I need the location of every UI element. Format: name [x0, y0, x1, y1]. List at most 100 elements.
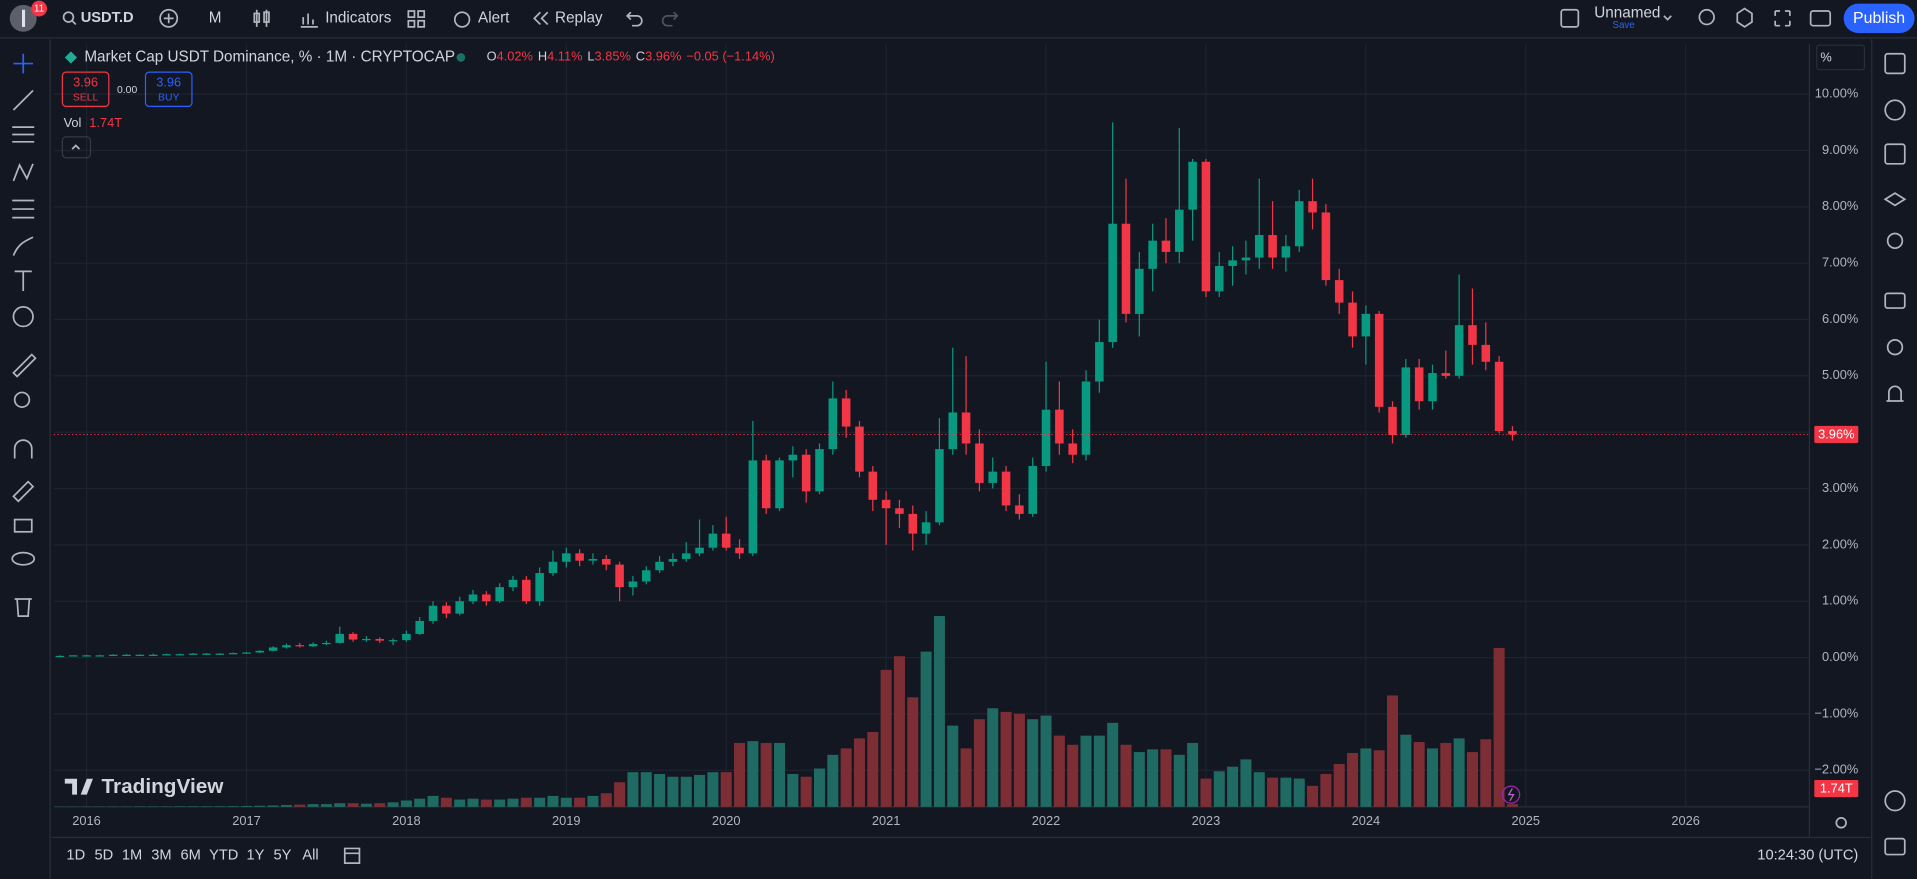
lock[interactable] [13, 518, 33, 533]
layout-menu[interactable] [1663, 15, 1672, 21]
pattern-tool[interactable] [12, 163, 34, 182]
save[interactable]: Save [1612, 20, 1634, 31]
volume-bar [320, 804, 332, 807]
volume-bar [1506, 804, 1518, 807]
candle-body [1281, 246, 1291, 258]
emoji[interactable] [12, 305, 34, 328]
sell-button[interactable] [61, 71, 110, 107]
candle-body [108, 654, 118, 656]
alert-icon[interactable] [453, 11, 471, 28]
buy-button[interactable] [144, 71, 193, 107]
news[interactable] [1884, 143, 1906, 165]
templates[interactable] [407, 10, 426, 28]
volume-bar [480, 799, 492, 807]
dom[interactable] [1884, 790, 1906, 812]
redo[interactable] [661, 11, 679, 27]
range-button[interactable]: 5D [95, 848, 114, 864]
candle-body [55, 655, 65, 658]
sell-price[interactable]: 3.96 [73, 75, 98, 90]
volume-name: Vol [64, 115, 82, 130]
badge [31, 0, 48, 17]
replay[interactable]: Replay [555, 9, 603, 26]
scale-mode[interactable]: % [1820, 49, 1831, 64]
settings[interactable] [1736, 7, 1753, 28]
interval[interactable]: M [209, 9, 222, 26]
indicators[interactable]: Indicators [325, 9, 392, 26]
volume-tag [1814, 779, 1859, 798]
fib-tool[interactable] [12, 126, 35, 143]
candle-body [1188, 161, 1197, 210]
brush[interactable] [12, 236, 34, 256]
candle-body [908, 513, 918, 534]
indicators-icon[interactable] [300, 13, 318, 28]
volume-bar [840, 748, 852, 807]
range-button[interactable]: All [302, 848, 318, 864]
range-button[interactable]: 1Y [247, 848, 265, 864]
chart-type[interactable] [253, 9, 270, 27]
search-icon[interactable] [62, 11, 75, 23]
volume-bar [1120, 744, 1132, 807]
volume-bar [627, 772, 639, 807]
trend-line[interactable] [12, 89, 34, 111]
volume-bar [760, 742, 772, 807]
range-button[interactable]: 5Y [273, 848, 291, 864]
publish[interactable]: Publish [1853, 10, 1905, 27]
candle-body [188, 653, 198, 655]
ruler[interactable] [12, 353, 37, 378]
volume-bar [1293, 778, 1305, 807]
volume-bar [1400, 734, 1412, 807]
alert[interactable]: Alert [478, 9, 510, 26]
range-button[interactable]: 3M [151, 848, 171, 864]
crosshair[interactable] [13, 53, 34, 74]
add-symbol[interactable] [159, 8, 179, 28]
range-button[interactable]: 1M [122, 848, 142, 864]
candle-body [801, 454, 811, 492]
zoom[interactable] [13, 391, 31, 408]
range-button[interactable]: YTD [209, 848, 238, 864]
hide[interactable] [11, 551, 36, 566]
candle-body [841, 398, 851, 427]
ideas[interactable] [1886, 232, 1904, 250]
watchlist[interactable] [1884, 52, 1906, 75]
candle-body [255, 650, 265, 653]
axis-settings[interactable] [1835, 817, 1847, 829]
undo[interactable] [625, 11, 643, 27]
collapse-legend[interactable] [61, 136, 92, 159]
price-tag [1814, 425, 1859, 444]
range-button[interactable]: 1D [66, 848, 85, 864]
layers[interactable] [1883, 192, 1907, 207]
replay-icon[interactable] [533, 11, 549, 26]
volume-bar [347, 803, 359, 807]
candle-body [655, 561, 664, 571]
quick-search[interactable] [1698, 8, 1715, 26]
candle-body [1175, 209, 1184, 252]
publish-button[interactable] [1843, 3, 1915, 34]
forecast-tool[interactable] [12, 199, 35, 219]
ohlc-value: 4.11% [547, 49, 582, 64]
scale-mode-box[interactable] [1816, 44, 1866, 71]
collapse-icon [71, 144, 81, 150]
alerts[interactable] [1884, 99, 1906, 121]
streams[interactable] [1886, 339, 1904, 356]
lightning[interactable] [1501, 785, 1521, 804]
date-range[interactable] [343, 847, 361, 864]
notifications[interactable] [1886, 385, 1904, 402]
sell-label[interactable]: SELL [73, 93, 99, 104]
range-button[interactable]: 6M [181, 848, 201, 864]
trash[interactable] [14, 598, 32, 618]
magnet[interactable] [13, 439, 33, 459]
candle-body [828, 398, 838, 450]
buy-label[interactable]: BUY [158, 93, 179, 104]
layout-icon[interactable] [1560, 8, 1580, 28]
calendar[interactable] [1884, 837, 1906, 856]
candle-body [1468, 325, 1477, 345]
buy-price[interactable]: 3.96 [156, 75, 181, 90]
symbol[interactable]: USDT.D [81, 10, 134, 26]
fullscreen[interactable] [1774, 10, 1791, 27]
chats[interactable] [1884, 292, 1906, 309]
layout-name[interactable]: Unnamed [1594, 4, 1660, 21]
volume-value: 1.74T [89, 115, 122, 130]
snapshot[interactable] [1809, 10, 1832, 27]
stay-drawing[interactable] [12, 480, 35, 503]
text-tool[interactable] [14, 270, 32, 291]
